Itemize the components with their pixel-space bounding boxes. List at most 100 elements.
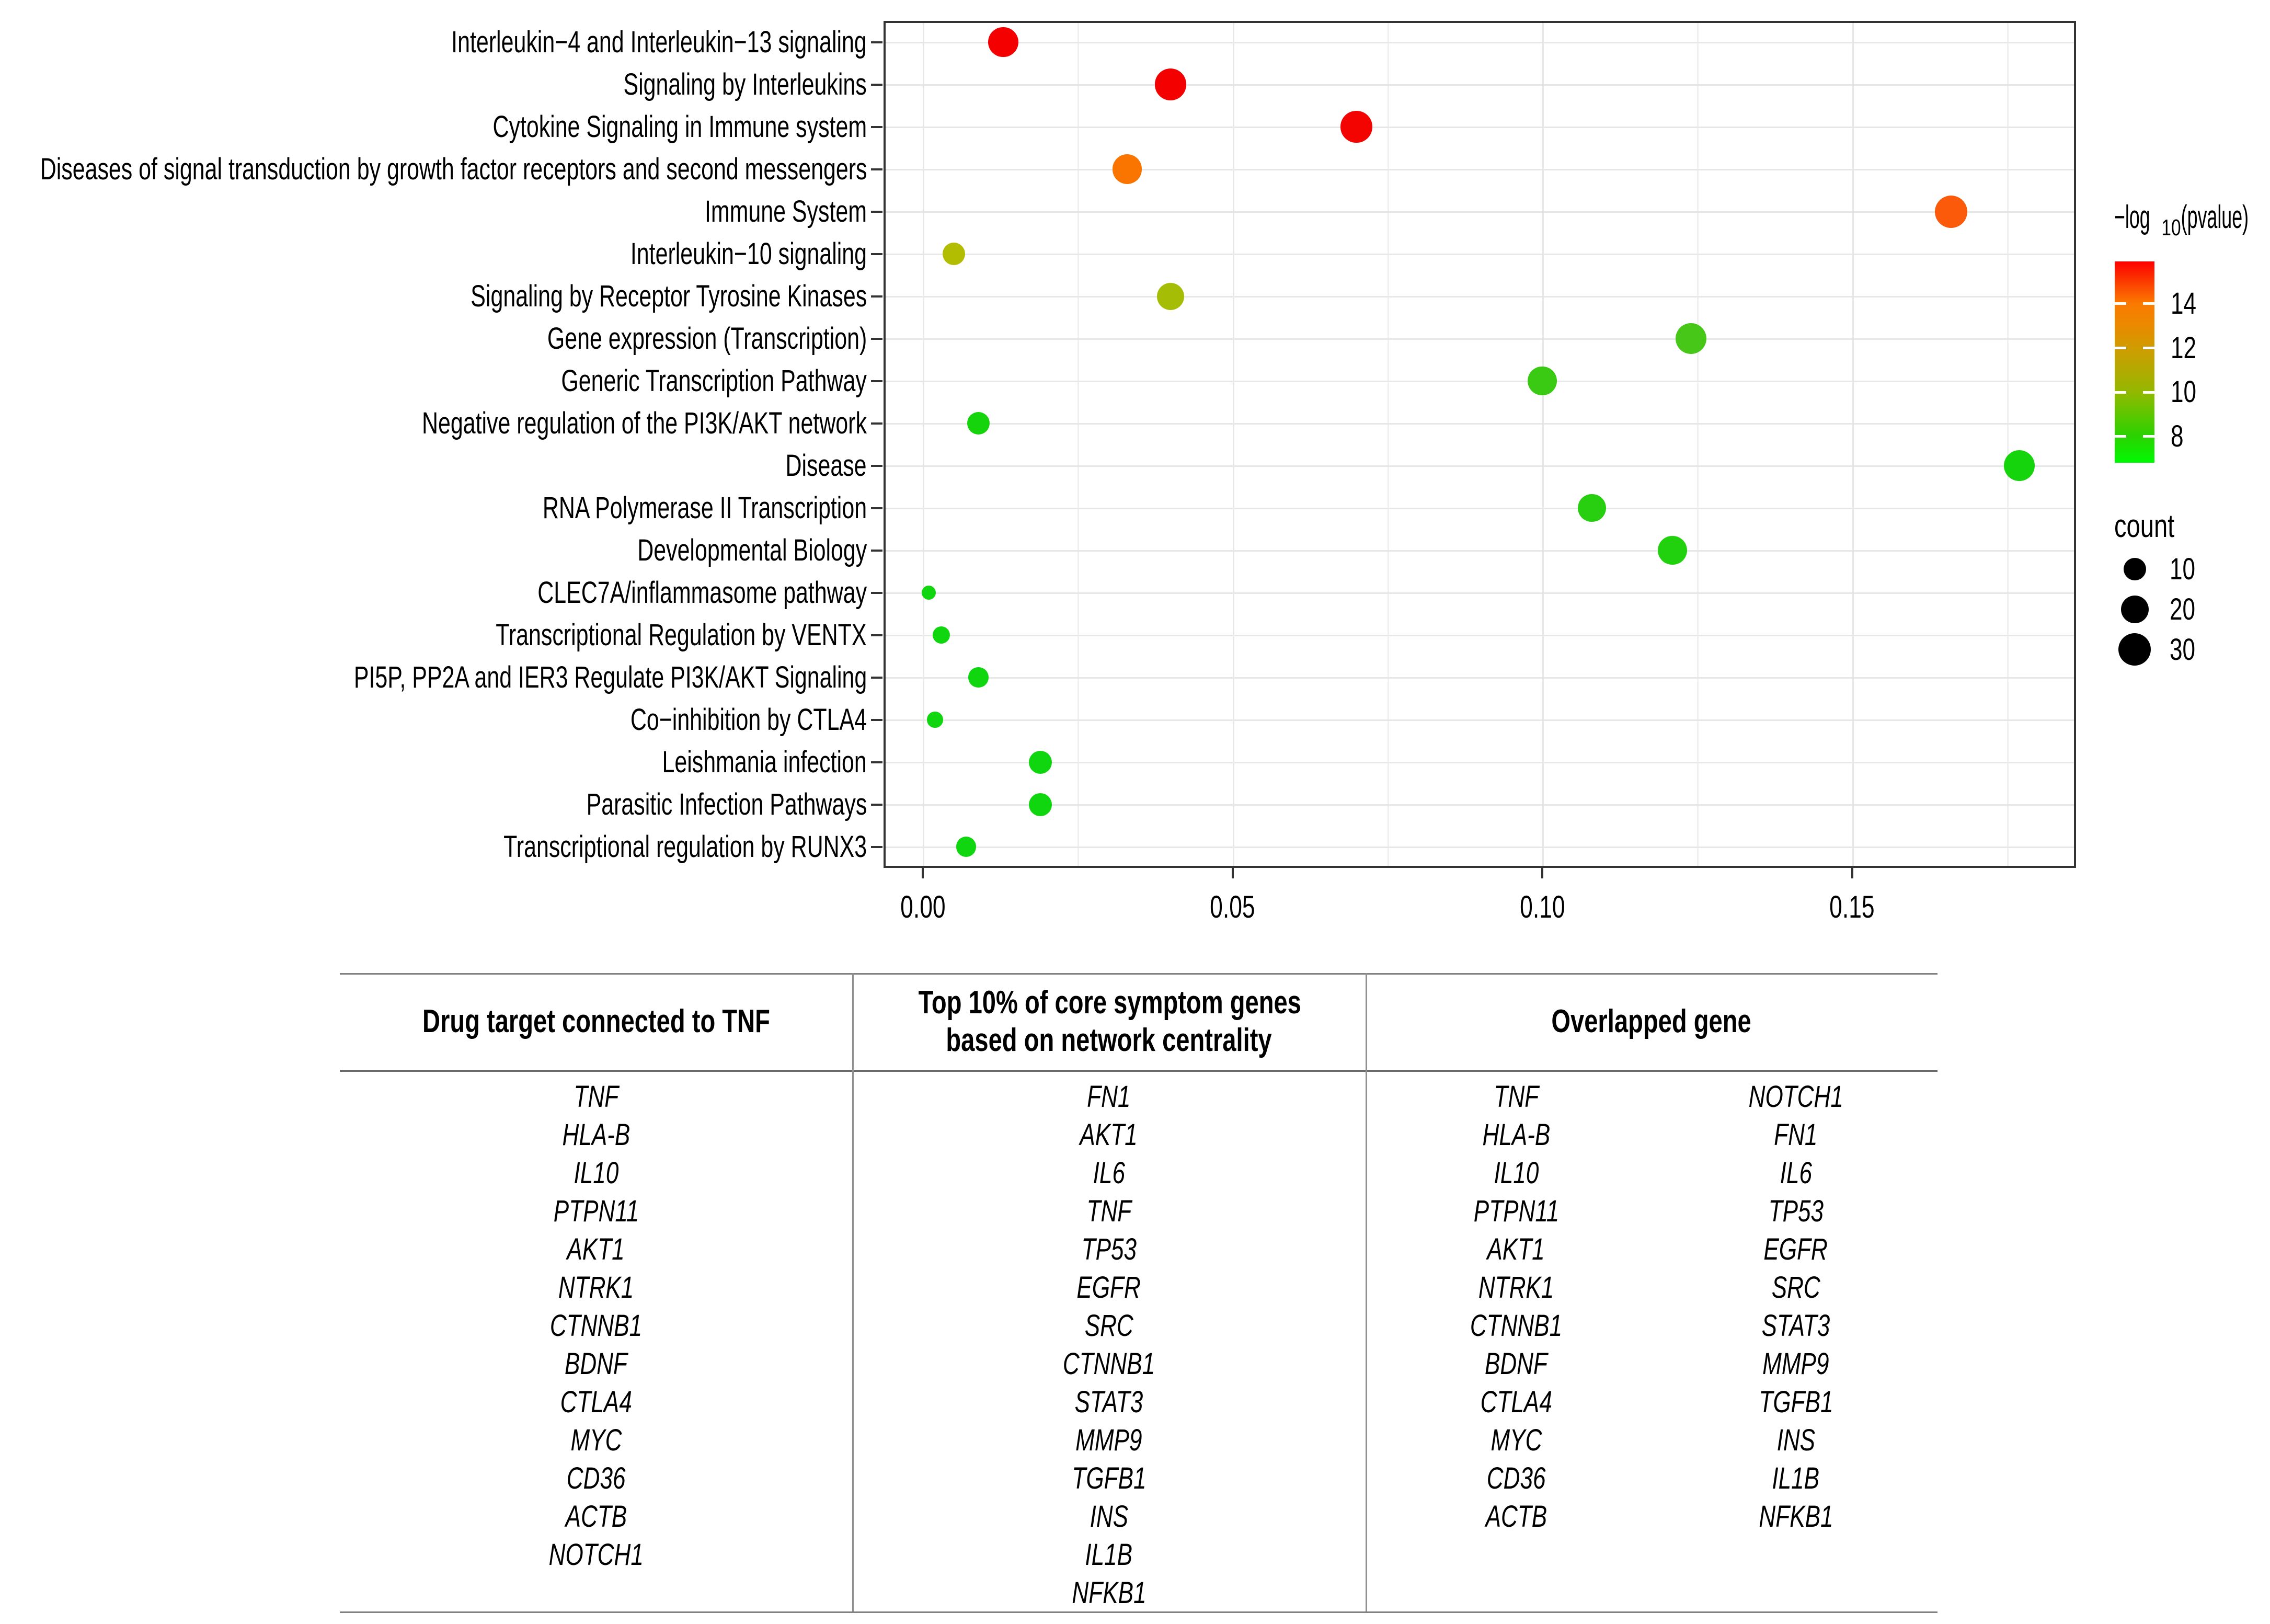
table-top-border [340,973,1937,975]
gene-name: BDNF [1484,1347,1547,1381]
count-legend-label-text: 20 [2170,592,2196,626]
gridline-y [886,592,2074,594]
table-cell-core-symptom: AKT1 [952,1116,1266,1154]
gridline-y [886,550,2074,552]
y-axis-tick [871,718,882,721]
gene-name: AKT1 [1080,1118,1138,1152]
table-cell-overlap-left: ACTB [1359,1498,1673,1536]
pathway-dot [922,585,936,600]
table-header-core-symptom-genes-text: based on network centrality [946,1022,1272,1058]
y-axis-tick [871,676,882,679]
gridline-y [886,211,2074,213]
y-axis-tick [871,591,882,594]
gene-name: MYC [570,1423,622,1457]
y-axis-label: Transcriptional regulation by RUNX3 [0,826,867,868]
gene-name: CTNNB1 [1062,1347,1155,1381]
gridline-y [886,295,2074,298]
table-cell-core-symptom: EGFR [952,1269,1266,1307]
table-cell-core-symptom: IL1B [952,1536,1266,1574]
pathway-dot [967,412,990,434]
y-axis-tick [871,761,882,763]
y-axis-label-text: Disease [785,449,867,483]
y-axis-tick [871,83,882,86]
table-cell-overlap-right: SRC [1639,1269,1953,1307]
gene-name: IL1B [1085,1538,1133,1572]
table-cell-core-symptom: SRC [952,1307,1266,1345]
y-axis-tick [871,380,882,382]
colorbar-tick-mark [2143,347,2154,349]
gene-name: AKT1 [1487,1232,1545,1266]
gene-name: NTRK1 [1478,1271,1554,1305]
colorbar-tick-label-text: 14 [2171,286,2197,321]
gene-name: ACTB [565,1500,627,1534]
colorbar-tick-label: 8 [2171,418,2187,454]
y-axis-tick [871,41,882,43]
table-cell-overlap-right: INS [1639,1422,1953,1459]
gene-name: SRC [1084,1309,1133,1343]
table-header-overlapped-gene: Overlapped gene [1374,1003,1929,1040]
y-axis-tick [871,168,882,170]
gene-name: HLA-B [1482,1118,1550,1152]
table-cell-drug-target: ACTB [439,1498,753,1536]
table-cell-drug-target: CTLA4 [439,1383,753,1421]
y-axis-label: Signaling by Receptor Tyrosine Kinases [0,276,867,317]
y-axis-tick [871,803,882,806]
table-cell-drug-target: PTPN11 [439,1193,753,1230]
y-axis-label-text: Signaling by Interleukins [623,67,867,101]
gridline-y [886,422,2074,425]
gene-name: MMP9 [1762,1347,1829,1381]
gene-name: CD36 [1486,1461,1546,1495]
y-axis-label-text: Co−inhibition by CTLA4 [630,703,867,737]
table-cell-overlap-right: NOTCH1 [1639,1078,1953,1116]
table-cell-drug-target: IL10 [439,1154,753,1192]
gridline-y [886,719,2074,721]
gridline-x-minor [2007,23,2009,866]
gene-name: NTRK1 [558,1271,634,1305]
count-legend-title: count [2114,508,2175,544]
gene-name: CTLA4 [1480,1385,1552,1419]
gene-name: NFKB1 [1758,1500,1833,1534]
gene-name: ACTB [1485,1500,1547,1534]
y-axis-label: RNA Polymerase II Transcription [0,487,867,529]
gridline-x-major [1232,23,1234,866]
x-axis-tick-label: 0.00 [844,889,1001,925]
y-axis-label: Leishmania infection [0,741,867,783]
x-axis-tick [922,868,924,878]
table-column-divider [1366,973,1367,1611]
y-axis-label: Interleukin−10 signaling [0,233,867,275]
y-axis-label-text: Parasitic Infection Pathways [586,787,867,821]
y-axis-label-text: Gene expression (Transcription) [547,322,867,356]
gene-name: EGFR [1763,1232,1828,1266]
table-cell-overlap-left: CTNNB1 [1359,1307,1673,1345]
y-axis-label-text: CLEC7A/inflammasome pathway [537,576,867,610]
pathway-dot [1112,154,1142,184]
count-legend-label-text: 10 [2170,552,2196,586]
gene-name: NOTCH1 [1748,1080,1843,1114]
gene-name: FN1 [1774,1118,1818,1152]
y-axis-label: PI5P, PP2A and IER3 Regulate PI3K/AKT Si… [0,657,867,699]
count-legend-dot [2118,633,2151,666]
y-axis-label: Disease [0,445,867,487]
y-axis-tick [871,549,882,552]
gene-name: STAT3 [1761,1309,1830,1343]
table-cell-overlap-left: AKT1 [1359,1231,1673,1268]
x-axis-tick-label-text: 0.15 [1829,889,1875,924]
y-axis-label-text: PI5P, PP2A and IER3 Regulate PI3K/AKT Si… [353,660,867,694]
y-axis-label-text: Developmental Biology [637,533,867,567]
y-axis-label-text: Interleukin−10 signaling [630,237,867,271]
y-axis-tick [871,253,882,255]
y-axis-label: Parasitic Infection Pathways [0,784,867,826]
pathway-dot [942,243,965,265]
table-column-divider [852,973,854,1611]
gene-name: TGFB1 [1758,1385,1833,1419]
x-axis-tick-label: 0.15 [1774,889,1931,925]
table-cell-overlap-left: IL10 [1359,1154,1673,1192]
table-header-core-symptom-genes: Top 10% of core symptom genes based on ne… [858,984,1360,1059]
gene-name: INS [1776,1423,1815,1457]
gene-name: TNF [1494,1080,1539,1114]
gene-name: CTNNB1 [549,1309,643,1343]
gridline-y [886,465,2074,467]
y-axis-tick [871,337,882,340]
y-axis-label: Generic Transcription Pathway [0,360,867,402]
table-header-drug-target-text: Drug target connected to TNF [422,1003,770,1039]
